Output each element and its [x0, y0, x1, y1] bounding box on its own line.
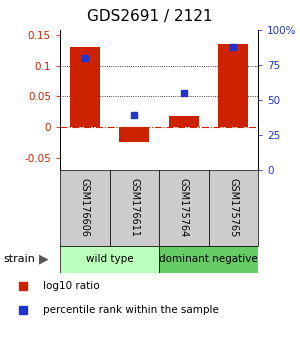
Bar — [208, 170, 258, 246]
Text: GDS2691 / 2121: GDS2691 / 2121 — [87, 9, 213, 24]
Text: log10 ratio: log10 ratio — [43, 281, 100, 291]
Bar — [119, 127, 149, 142]
Text: wild type: wild type — [86, 254, 133, 264]
Text: percentile rank within the sample: percentile rank within the sample — [43, 305, 219, 315]
Bar — [218, 44, 248, 127]
Text: dominant negative: dominant negative — [159, 254, 258, 264]
Text: ▶: ▶ — [39, 253, 49, 266]
Bar — [70, 47, 100, 127]
Bar — [110, 170, 159, 246]
Bar — [159, 246, 258, 273]
Bar — [169, 116, 199, 127]
Bar — [60, 246, 159, 273]
Text: strain: strain — [3, 254, 35, 264]
Text: GSM176611: GSM176611 — [129, 178, 139, 238]
Text: GSM175765: GSM175765 — [228, 178, 238, 238]
Bar — [159, 170, 208, 246]
Text: GSM176606: GSM176606 — [80, 178, 90, 238]
Bar — [60, 170, 110, 246]
Text: GSM175764: GSM175764 — [179, 178, 189, 238]
